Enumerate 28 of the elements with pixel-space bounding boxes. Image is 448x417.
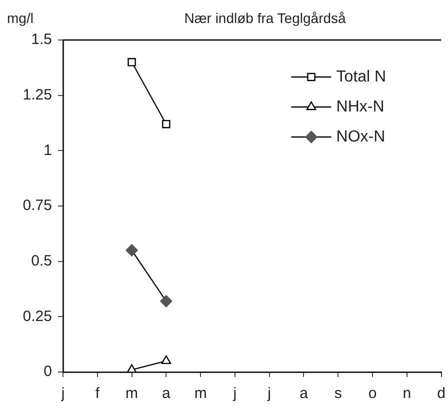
x-tick-label: j xyxy=(232,385,237,402)
x-tick-label: j xyxy=(266,385,272,402)
x-tick-label: s xyxy=(334,385,342,402)
x-tick-label: d xyxy=(437,385,446,402)
y-tick-label: 0.25 xyxy=(22,308,52,325)
point xyxy=(160,295,172,308)
y-tick-label: 0 xyxy=(44,363,52,380)
legend-label: NHx-N xyxy=(336,98,384,116)
chart-title: Nær indløb fra Teglgårdså xyxy=(184,10,346,26)
y-tick-label: 0.5 xyxy=(31,252,52,270)
y-tick-label: 1.5 xyxy=(31,31,52,48)
x-tick-label: m xyxy=(126,385,138,402)
x-tick-label: f xyxy=(95,385,100,402)
y-tick-label: 1.25 xyxy=(22,86,52,104)
point xyxy=(128,58,136,66)
point xyxy=(162,120,170,128)
x-tick-label: m xyxy=(194,385,207,402)
legend-label: NOx-N xyxy=(336,128,386,146)
y-tick-label: 0.75 xyxy=(22,197,52,214)
y-axis-title: mg/l xyxy=(7,10,34,26)
x-tick-label: j xyxy=(60,385,65,402)
x-tick-label: a xyxy=(300,385,309,402)
x-tick-label: n xyxy=(402,385,412,402)
y-tick-label: 1 xyxy=(44,142,52,159)
x-tick-label: o xyxy=(368,385,377,402)
x-tick-label: a xyxy=(162,385,171,402)
point xyxy=(126,244,138,256)
legend-label: Total N xyxy=(336,68,386,86)
